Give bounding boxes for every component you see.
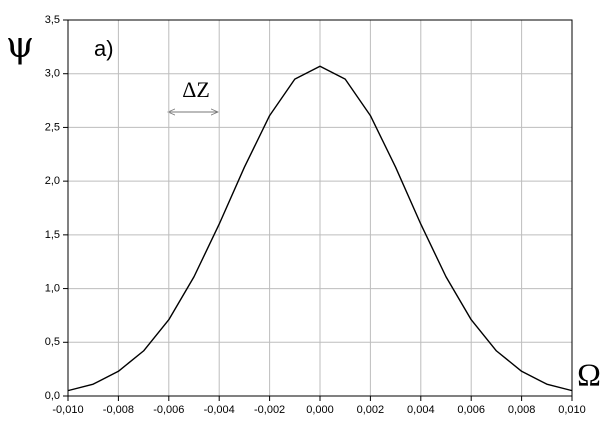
y-tick-label: 1,0	[45, 282, 60, 294]
x-tick-label: -0,004	[204, 404, 235, 416]
x-tick-label: 0,010	[558, 404, 586, 416]
x-tick-label: 0,002	[357, 404, 385, 416]
y-tick-label: 2,5	[45, 121, 60, 133]
panel-label: a)	[94, 36, 114, 61]
x-tick-label: 0,004	[407, 404, 435, 416]
y-tick-label: 3,0	[45, 68, 60, 80]
y-tick-label: 0,0	[45, 390, 60, 402]
x-tick-label: 0,008	[508, 404, 536, 416]
y-tick-label: 2,0	[45, 175, 60, 187]
x-tick-label: -0,010	[52, 404, 83, 416]
x-tick-label: 0,000	[306, 404, 334, 416]
x-tick-label: -0,008	[103, 404, 134, 416]
y-tick-label: 1,5	[45, 229, 60, 241]
y-tick-label: 0,5	[45, 336, 60, 348]
data-line	[67, 65, 573, 392]
x-axis-label: Ω	[577, 356, 601, 392]
x-tick-label: -0,002	[254, 404, 285, 416]
annotation: ΔZ	[182, 77, 210, 102]
y-axis-label: ψ	[6, 25, 34, 66]
x-tick-label: -0,006	[153, 404, 184, 416]
x-tick-label: 0,006	[457, 404, 485, 416]
y-tick-label: 3,5	[45, 14, 60, 26]
plot-frame	[67, 19, 573, 397]
